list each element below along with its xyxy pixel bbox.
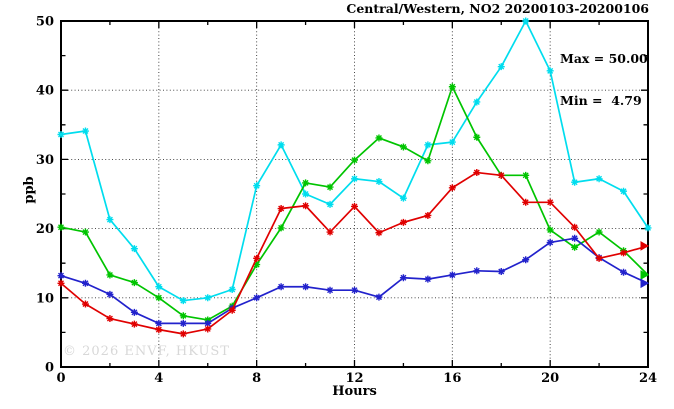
series-red-markers [57,169,628,338]
x-tick-label-4: 4 [154,371,163,386]
y-tick-label-10: 10 [36,291,54,306]
y-tick-label-20: 20 [36,222,54,237]
watermark: © 2026 ENVF, HKUST [63,344,230,359]
max-value-label: Max = 50.00 [560,51,648,66]
series-cyan-markers [57,17,652,305]
series-blue-arrow [640,278,650,289]
y-axis-label: ppb [22,176,37,204]
series-red-arrow [640,241,650,251]
y-tick-label-40: 40 [36,84,54,99]
x-tick-label-12: 12 [345,371,363,386]
x-tick-label-24: 24 [639,371,657,386]
x-tick-label-0: 0 [56,371,65,386]
x-tick-label-8: 8 [252,371,261,386]
x-tick-label-20: 20 [541,371,559,386]
series-red-line [60,171,649,335]
axis-border [60,20,649,368]
y-tick-label-0: 0 [45,361,54,376]
stats-box: Max = 50.00 Min = 4.79 [560,24,648,136]
x-tick-label-16: 16 [443,371,461,386]
y-tick-label-50: 50 [36,15,54,30]
x-axis-label: Hours [332,384,377,399]
series-green-arrow [640,270,650,280]
min-value-label: Min = 4.79 [560,93,642,108]
y-tick-label-30: 30 [36,153,54,168]
series-blue-markers [57,234,628,327]
chart-title: Central/Western, NO2 20200103-20200106 [346,1,649,16]
